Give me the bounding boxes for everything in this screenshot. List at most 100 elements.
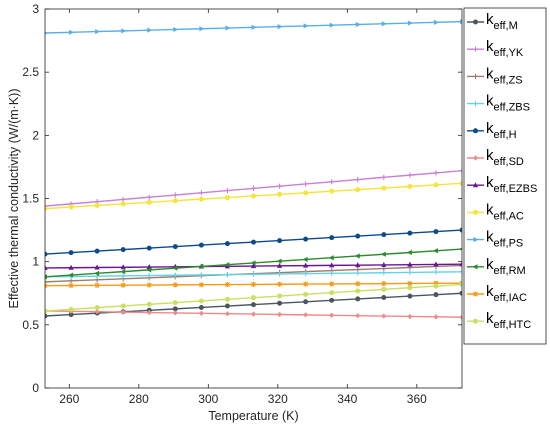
- data-point: [146, 309, 152, 316]
- data-point: [250, 263, 257, 269]
- legend-marker: [472, 264, 478, 270]
- data-point: [433, 229, 439, 235]
- legend-entry: keff,ZS: [467, 65, 523, 86]
- data-point: [120, 196, 126, 203]
- y-tick-label: 1.5: [22, 192, 39, 206]
- data-point: [407, 280, 413, 287]
- data-point: [68, 282, 74, 289]
- data-point: [433, 280, 439, 286]
- legend-label: keff,YK: [486, 38, 524, 59]
- data-point: [329, 281, 335, 287]
- series-eff-htc: [45, 281, 462, 314]
- data-point: [381, 21, 387, 27]
- data-point: [146, 301, 152, 307]
- data-point: [381, 185, 387, 191]
- data-point: [355, 233, 361, 239]
- data-point: [380, 251, 386, 257]
- data-point: [329, 188, 335, 194]
- x-axis-label: Temperature (K): [208, 409, 298, 423]
- data-point: [45, 274, 47, 280]
- data-point: [94, 264, 100, 270]
- data-point: [276, 183, 283, 189]
- data-point: [303, 23, 309, 29]
- data-point: [381, 174, 387, 180]
- data-point: [433, 182, 439, 188]
- data-point: [407, 230, 413, 236]
- data-point: [120, 309, 126, 315]
- data-point: [355, 296, 361, 302]
- legend-marker: [473, 237, 479, 243]
- y-tick-label: 3: [32, 2, 39, 16]
- data-point: [224, 188, 231, 194]
- data-point: [303, 312, 309, 318]
- data-point: [250, 281, 257, 288]
- data-point: [121, 28, 127, 34]
- x-tick-label: 260: [59, 392, 79, 406]
- data-point: [433, 261, 439, 267]
- data-point: [224, 241, 230, 247]
- data-point: [45, 206, 48, 212]
- data-point: [224, 272, 231, 278]
- data-point: [355, 21, 361, 28]
- data-point: [406, 249, 412, 256]
- data-point: [120, 273, 126, 279]
- series-eff-h: [45, 227, 462, 257]
- data-point: [172, 282, 178, 288]
- legend-entry: keff,EZBS: [467, 174, 537, 195]
- data-point: [355, 262, 361, 268]
- data-point: [329, 235, 335, 241]
- data-point: [224, 296, 230, 302]
- data-point: [459, 269, 462, 275]
- data-point: [199, 26, 205, 32]
- data-point: [302, 256, 308, 263]
- data-point: [303, 281, 309, 287]
- series-eff-ac: [45, 180, 462, 212]
- data-point: [120, 264, 126, 270]
- x-tick-label: 280: [129, 392, 149, 406]
- data-point: [198, 304, 204, 310]
- legend-marker: [472, 46, 479, 52]
- plot-background: [45, 9, 462, 388]
- legend-marker: [473, 128, 478, 134]
- data-point: [224, 262, 230, 268]
- data-point: [198, 196, 204, 202]
- data-point: [198, 242, 204, 248]
- legend-entry: keff,M: [467, 11, 518, 32]
- legend-marker: [473, 19, 478, 25]
- data-point: [250, 311, 257, 317]
- y-tick-label: 0: [32, 381, 39, 395]
- data-point: [303, 181, 309, 187]
- data-point: [94, 309, 100, 315]
- data-point: [146, 272, 152, 279]
- x-tick-label: 360: [407, 392, 427, 406]
- data-point: [45, 313, 48, 319]
- data-point: [381, 286, 387, 292]
- legend-label: keff,SD: [486, 147, 524, 168]
- data-point: [459, 168, 462, 174]
- series-eff-iac: [45, 280, 462, 289]
- legend-marker: [473, 318, 478, 324]
- legend: keff,M keff,YK keff,ZS keff,ZBS keff,H keff,S…: [463, 7, 547, 345]
- data-point: [459, 290, 462, 296]
- legend-label: keff,EZBS: [486, 174, 537, 195]
- data-point: [277, 191, 283, 197]
- data-point: [45, 203, 48, 209]
- legend-entry: keff,YK: [467, 38, 524, 59]
- data-point: [329, 297, 335, 303]
- data-point: [433, 283, 439, 289]
- legend-label: keff,RM: [486, 256, 526, 277]
- data-point: [381, 232, 387, 238]
- legend-label: keff,AC: [486, 201, 524, 222]
- data-point: [433, 269, 439, 275]
- data-point: [146, 245, 152, 251]
- legend-label: keff,PS: [486, 229, 523, 250]
- data-point: [198, 298, 204, 304]
- series-eff-zbs: [45, 269, 462, 280]
- series-layer: [45, 19, 462, 320]
- legend-entry: keff,H: [467, 120, 517, 141]
- data-point: [303, 271, 309, 277]
- data-point: [355, 176, 361, 183]
- legend-entry: keff,ZBS: [467, 93, 530, 114]
- data-point: [433, 314, 439, 320]
